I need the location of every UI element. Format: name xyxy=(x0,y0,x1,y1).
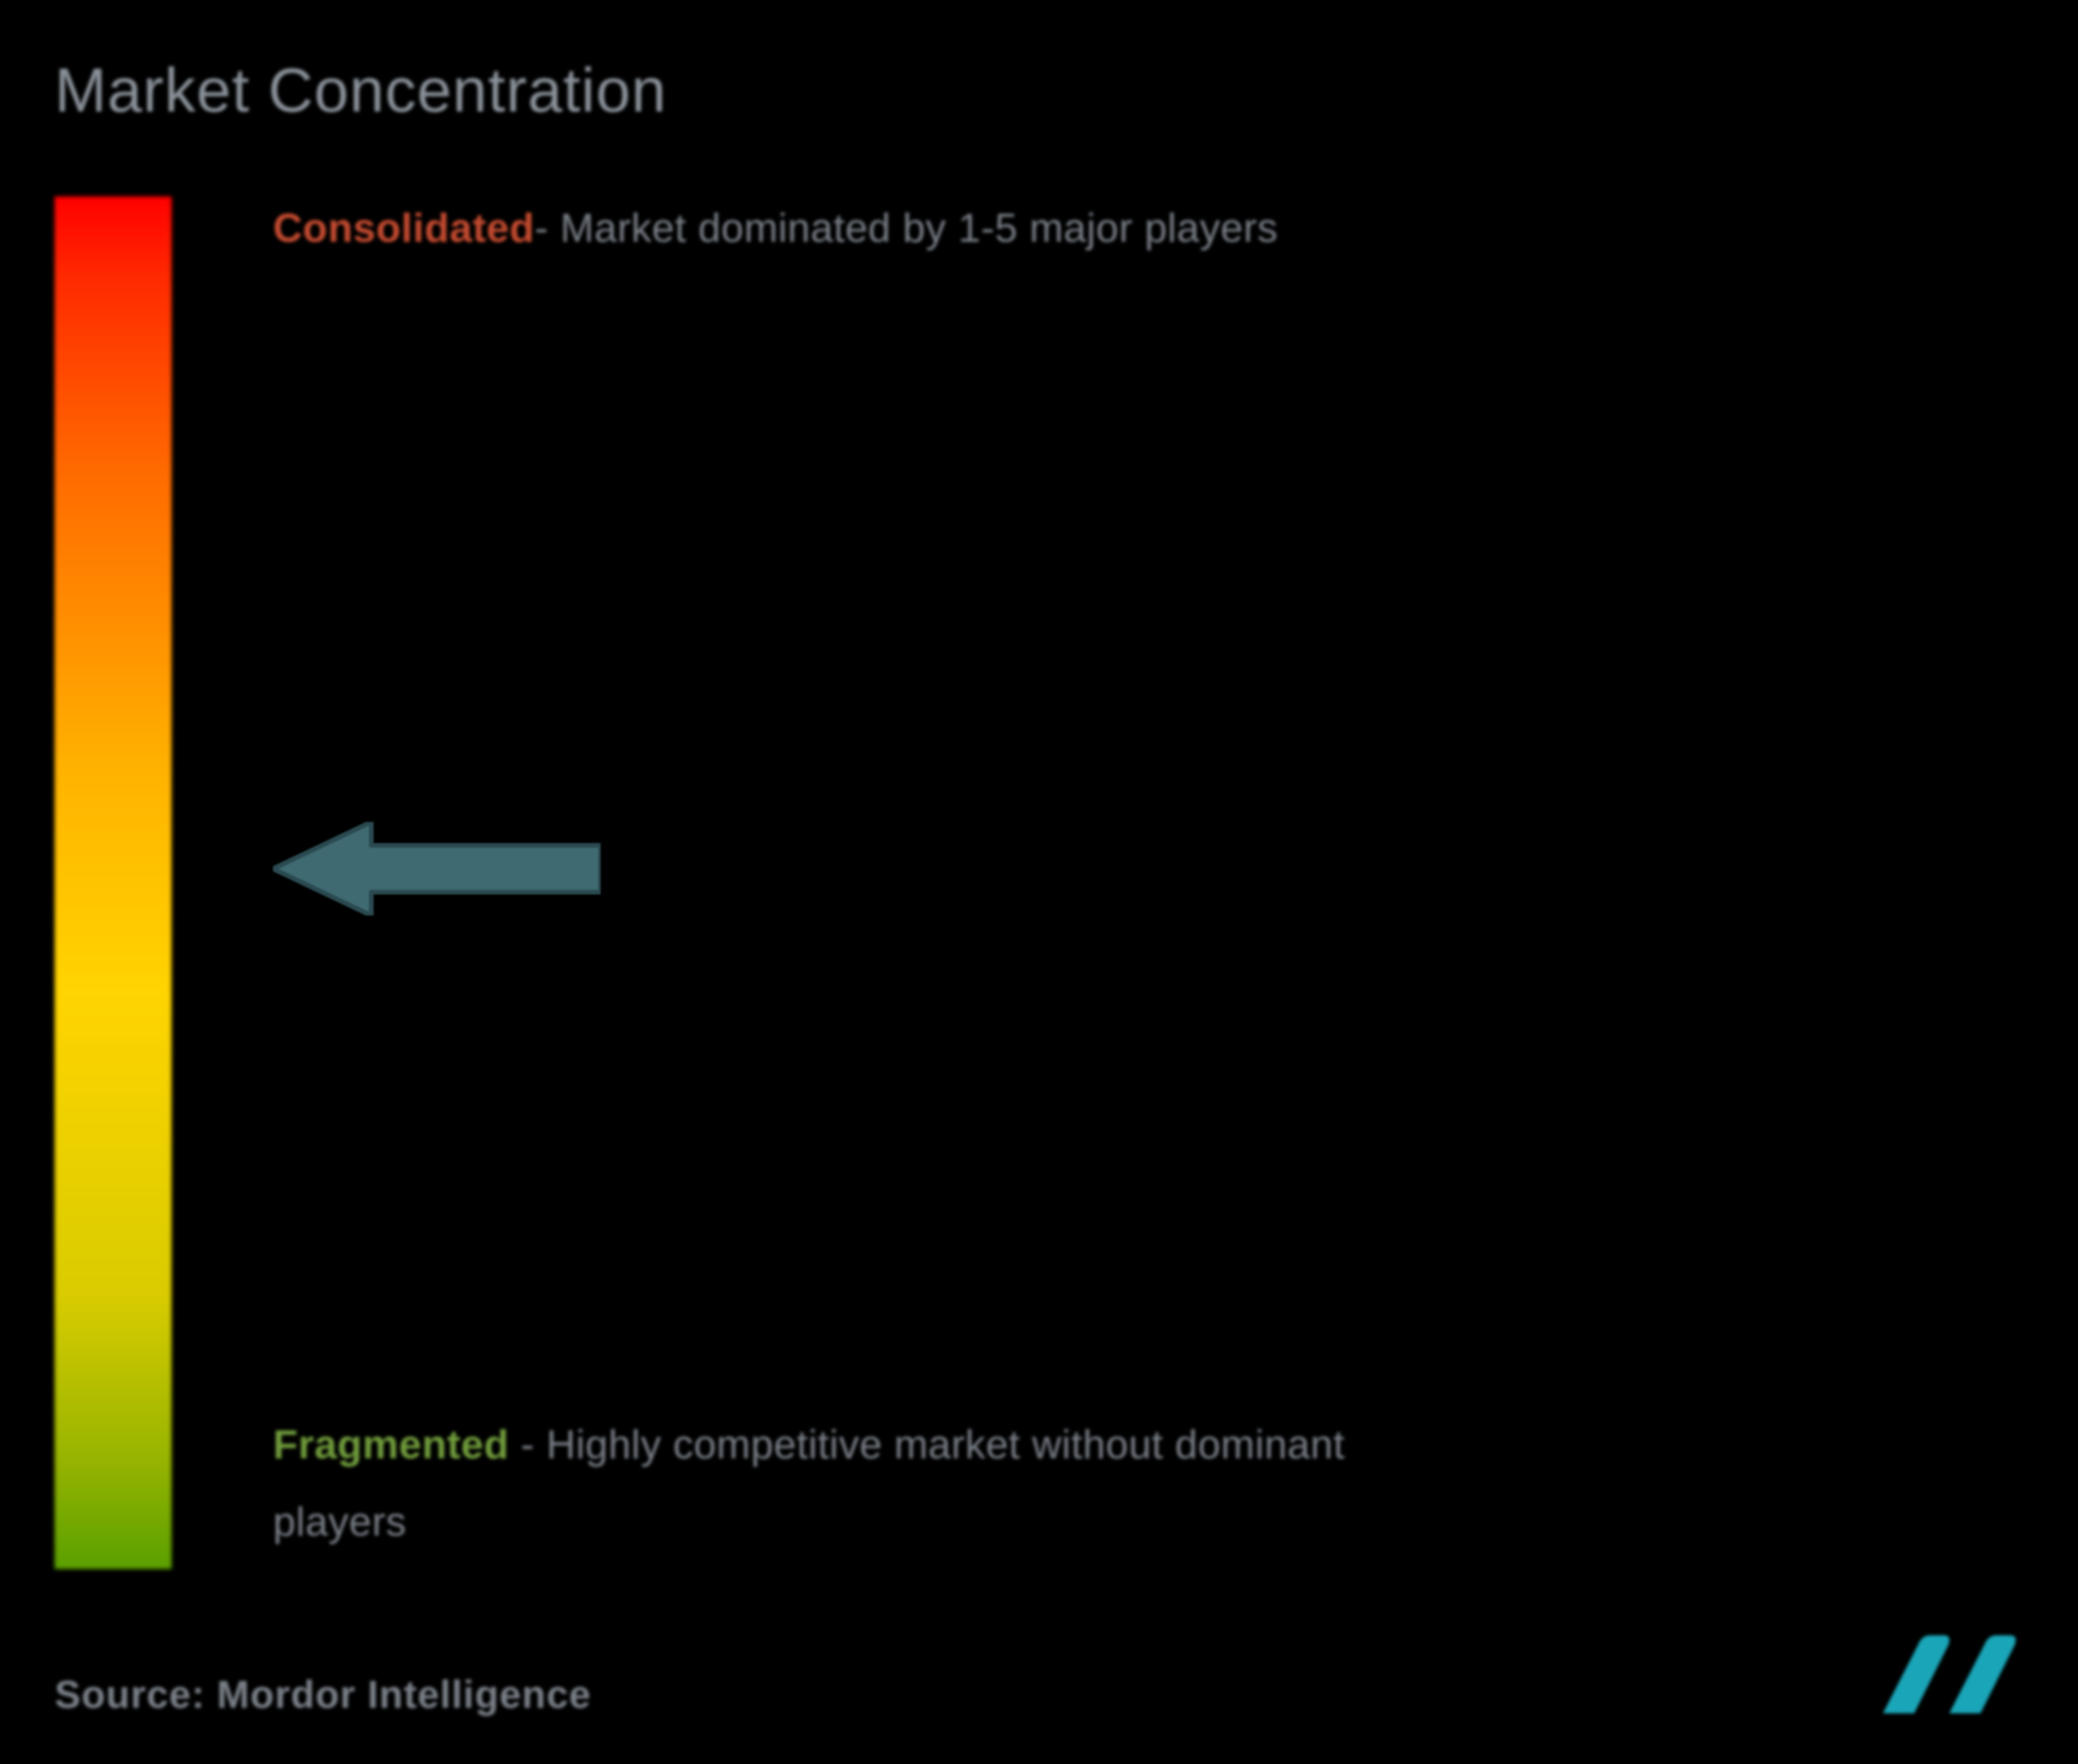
fragmented-label: Fragmented - Highly competitive market w… xyxy=(273,1407,1977,1561)
fragmented-text-line1: Fragmented - Highly competitive market w… xyxy=(273,1407,1977,1484)
indicator-arrow xyxy=(273,822,601,916)
chart-title: Market Concentration xyxy=(55,55,2023,126)
consolidated-text: Consolidated- Market dominated by 1-5 ma… xyxy=(273,190,1977,267)
consolidated-rest: - Market dominated by 1-5 major players xyxy=(534,206,1278,251)
fragmented-keyword: Fragmented xyxy=(273,1422,509,1468)
consolidated-keyword: Consolidated xyxy=(273,206,534,251)
consolidated-label: Consolidated- Market dominated by 1-5 ma… xyxy=(273,190,1977,267)
gradient-scale-column xyxy=(55,197,172,1569)
chart-container: Market Concentration Consolidated- Marke… xyxy=(0,0,2078,1764)
brand-logo xyxy=(1875,1635,2023,1717)
chart-body: Consolidated- Market dominated by 1-5 ma… xyxy=(55,197,2023,1569)
arrow-left-icon xyxy=(273,822,601,916)
fragmented-rest-1: - Highly competitive market without domi… xyxy=(509,1422,1346,1468)
labels-column: Consolidated- Market dominated by 1-5 ma… xyxy=(172,197,2023,1569)
gradient-scale-bar xyxy=(55,197,172,1569)
fragmented-text-line2: players xyxy=(273,1484,1977,1561)
chart-footer: Source: Mordor Intelligence xyxy=(55,1635,2023,1717)
source-attribution: Source: Mordor Intelligence xyxy=(55,1672,591,1717)
